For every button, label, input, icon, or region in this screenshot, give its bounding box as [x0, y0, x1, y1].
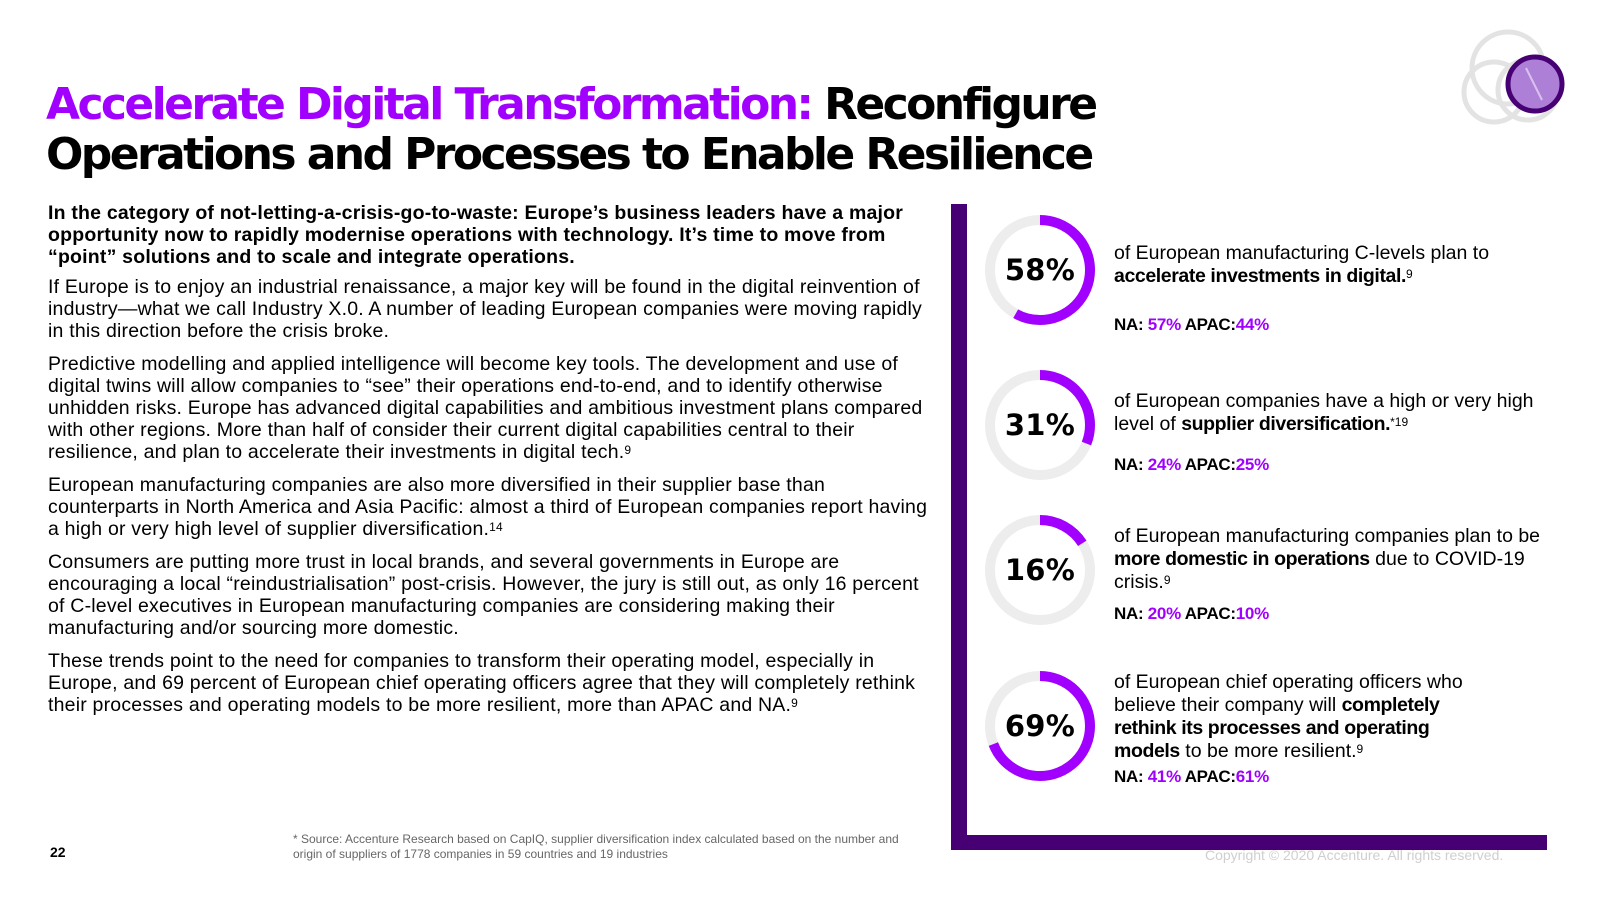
- donut-value-label: 31%: [1004, 408, 1076, 442]
- donut-value-arc: [985, 515, 1095, 625]
- title-accent: Accelerate Digital Transformation:: [46, 79, 814, 130]
- region-comparison: NA: 57% APAC:44%: [1114, 315, 1269, 334]
- region-comparison: NA: 41% APAC:61%: [1114, 767, 1269, 786]
- donut-value-label: 16%: [1004, 553, 1076, 587]
- paragraph-4: Consumers are putting more trust in loca…: [48, 551, 919, 639]
- region-comparison: NA: 20% APAC:10%: [1114, 604, 1269, 623]
- donut-value-label: 69%: [1004, 709, 1076, 743]
- stat-description: of European manufacturing companies plan…: [1114, 525, 1541, 593]
- page-title: Accelerate Digital Transformation: Recon…: [46, 80, 1306, 180]
- donut-value-label: 58%: [1004, 253, 1076, 287]
- page-number: 22: [50, 844, 66, 860]
- stat-description: of European companies have a high or ver…: [1114, 390, 1534, 435]
- donut-chart: [985, 215, 1095, 325]
- donut-chart: [985, 370, 1095, 480]
- source-footnote: * Source: Accenture Research based on Ca…: [293, 832, 899, 861]
- body-column: In the category of not-letting-a-crisis-…: [48, 202, 928, 727]
- title-rest-line2: Operations and Processes to Enable Resil…: [46, 129, 1094, 180]
- reference-mark: 14: [489, 520, 503, 534]
- stats-panel-bottom-border: [951, 835, 1547, 850]
- stat-description: of European chief operating officers who…: [1114, 671, 1463, 762]
- stats-panel-left-border: [951, 204, 967, 850]
- paragraph-5: These trends point to the need for compa…: [48, 650, 916, 716]
- reference-mark: 9: [624, 443, 632, 457]
- paragraph-3: European manufacturing companies are als…: [48, 474, 928, 540]
- donut-chart: [985, 671, 1095, 781]
- donut-chart: [985, 515, 1095, 625]
- region-comparison: NA: 24% APAC:25%: [1114, 455, 1269, 474]
- copyright-notice: Copyright © 2020 Accenture. All rights r…: [1205, 847, 1504, 863]
- donut-value-arc: [985, 671, 1095, 781]
- paragraph-1: If Europe is to enjoy an industrial rena…: [48, 276, 923, 342]
- donut-value-arc: [985, 215, 1095, 325]
- title-rest-line1: Reconfigure: [824, 79, 1098, 130]
- reference-mark: 9: [791, 696, 799, 710]
- lead-paragraph: In the category of not-letting-a-crisis-…: [48, 202, 904, 268]
- logo-rings-icon: [1461, 29, 1565, 125]
- paragraph-2: Predictive modelling and applied intelli…: [48, 353, 923, 463]
- donut-value-arc: [985, 370, 1095, 480]
- stat-description: of European manufacturing C-levels plan …: [1114, 242, 1490, 287]
